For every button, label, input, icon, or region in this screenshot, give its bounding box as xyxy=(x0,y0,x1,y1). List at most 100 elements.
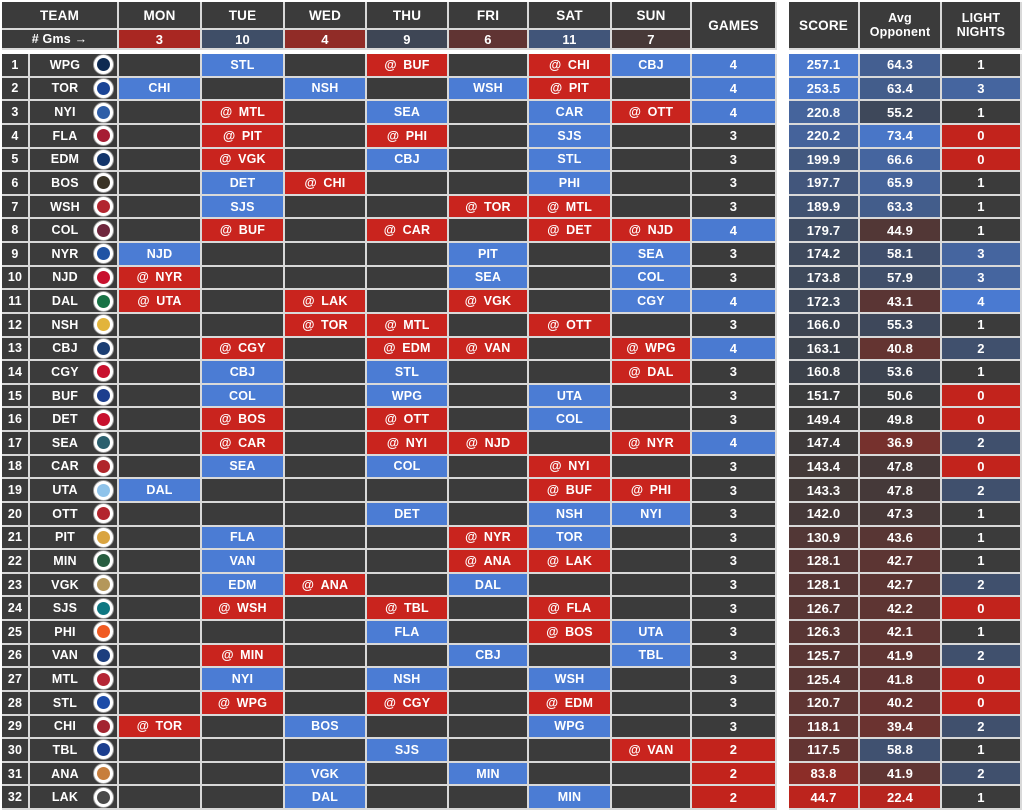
team-logo xyxy=(93,503,114,525)
team-logo xyxy=(93,101,114,123)
day-header-tue[interactable]: TUE xyxy=(202,2,285,30)
rank-cell: 31 xyxy=(2,762,30,787)
team-cell[interactable]: ANA xyxy=(30,762,119,787)
team-cell[interactable]: SJS xyxy=(30,597,119,621)
team-cell[interactable]: OTT xyxy=(30,502,119,527)
schedule-cell: SJS xyxy=(202,195,285,220)
schedule-cell xyxy=(119,526,202,551)
team-cell[interactable]: LAK xyxy=(30,786,119,810)
rank-cell: 16 xyxy=(2,408,30,432)
team-cell[interactable]: STL xyxy=(30,691,119,716)
team-cell[interactable]: COL xyxy=(30,219,119,243)
schedule-cell xyxy=(612,550,692,574)
schedule-cell xyxy=(202,313,285,338)
team-cell[interactable]: PIT xyxy=(30,526,119,551)
team-cell[interactable]: TBL xyxy=(30,739,119,763)
schedule-cell xyxy=(367,715,449,740)
day-header-thu[interactable]: THU xyxy=(367,2,449,30)
schedule-cell: CBJ xyxy=(202,361,285,385)
team-cell[interactable]: NJD xyxy=(30,266,119,291)
schedule-cell xyxy=(612,195,692,220)
team-cell[interactable]: CHI xyxy=(30,715,119,740)
team-cell[interactable]: BUF xyxy=(30,384,119,409)
schedule-cell xyxy=(612,455,692,480)
team-cell[interactable]: VGK xyxy=(30,573,119,598)
schedule-cell: @ EDM xyxy=(367,337,449,362)
team-cell[interactable]: MIN xyxy=(30,550,119,574)
games-cell: 4 xyxy=(692,54,777,78)
light-nights-cell: 2 xyxy=(942,573,1022,598)
schedule-cell xyxy=(449,124,529,149)
schedule-cell xyxy=(119,502,202,527)
avg-opponent-cell: 53.6 xyxy=(860,361,942,385)
rank-cell: 26 xyxy=(2,644,30,669)
schedule-cell: @ BOS xyxy=(529,621,612,645)
team-abbr: CGY xyxy=(51,364,79,379)
team-cell[interactable]: WSH xyxy=(30,195,119,220)
schedule-cell xyxy=(612,384,692,409)
team-logo xyxy=(93,574,114,596)
team-cell[interactable]: EDM xyxy=(30,148,119,173)
schedule-cell xyxy=(285,597,367,621)
schedule-cell xyxy=(612,124,692,149)
rank-cell: 12 xyxy=(2,313,30,338)
team-cell[interactable]: FLA xyxy=(30,124,119,149)
team-logo xyxy=(93,692,114,714)
schedule-cell xyxy=(119,54,202,78)
schedule-cell xyxy=(119,644,202,669)
team-column-header[interactable]: TEAM xyxy=(2,2,119,30)
avg-opponent-column-header[interactable]: Avg Opponent xyxy=(860,2,942,50)
games-cell: 3 xyxy=(692,313,777,338)
team-cell[interactable]: CBJ xyxy=(30,337,119,362)
rank-cell: 32 xyxy=(2,786,30,810)
light-nights-cell: 1 xyxy=(942,313,1022,338)
rank-cell: 8 xyxy=(2,219,30,243)
day-header-fri[interactable]: FRI xyxy=(449,2,529,30)
schedule-cell: @ NYI xyxy=(367,432,449,456)
schedule-cell: @ VGK xyxy=(202,148,285,173)
score-cell: 117.5 xyxy=(789,739,860,763)
rank-cell: 3 xyxy=(2,101,30,125)
games-column-header[interactable]: GAMES xyxy=(692,2,777,50)
team-cell[interactable]: PHI xyxy=(30,621,119,645)
team-cell[interactable]: VAN xyxy=(30,644,119,669)
score-column-header[interactable]: SCORE xyxy=(789,2,860,50)
team-cell[interactable]: TOR xyxy=(30,77,119,102)
team-abbr: EDM xyxy=(50,152,80,167)
schedule-cell: @ LAK xyxy=(529,550,612,574)
team-cell[interactable]: CGY xyxy=(30,361,119,385)
day-header-wed[interactable]: WED xyxy=(285,2,367,30)
schedule-cell: @ OTT xyxy=(529,313,612,338)
score-cell: 147.4 xyxy=(789,432,860,456)
team-cell[interactable]: UTA xyxy=(30,479,119,503)
day-header-mon[interactable]: MON xyxy=(119,2,202,30)
team-cell[interactable]: NSH xyxy=(30,313,119,338)
schedule-cell: NJD xyxy=(119,243,202,267)
day-header-sun[interactable]: SUN xyxy=(612,2,692,30)
team-cell[interactable]: DAL xyxy=(30,290,119,314)
team-cell[interactable]: DET xyxy=(30,408,119,432)
light-nights-cell: 1 xyxy=(942,54,1022,78)
team-cell[interactable]: NYI xyxy=(30,101,119,125)
rank-cell: 21 xyxy=(2,526,30,551)
team-cell[interactable]: SEA xyxy=(30,432,119,456)
team-cell[interactable]: WPG xyxy=(30,54,119,78)
schedule-cell xyxy=(367,77,449,102)
score-cell: 142.0 xyxy=(789,502,860,527)
day-games-count-thu: 9 xyxy=(367,30,449,50)
team-cell[interactable]: NYR xyxy=(30,243,119,267)
day-header-sat[interactable]: SAT xyxy=(529,2,612,30)
light-nights-column-header[interactable]: LIGHT NIGHTS xyxy=(942,2,1022,50)
games-cell: 2 xyxy=(692,762,777,787)
schedule-cell xyxy=(612,691,692,716)
team-abbr: OTT xyxy=(52,506,78,521)
team-cell[interactable]: BOS xyxy=(30,172,119,196)
schedule-cell xyxy=(529,432,612,456)
team-cell[interactable]: MTL xyxy=(30,668,119,692)
schedule-cell xyxy=(612,172,692,196)
schedule-cell: SEA xyxy=(612,243,692,267)
schedule-cell xyxy=(202,77,285,102)
team-cell[interactable]: CAR xyxy=(30,455,119,480)
schedule-cell xyxy=(202,243,285,267)
schedule-cell xyxy=(285,361,367,385)
